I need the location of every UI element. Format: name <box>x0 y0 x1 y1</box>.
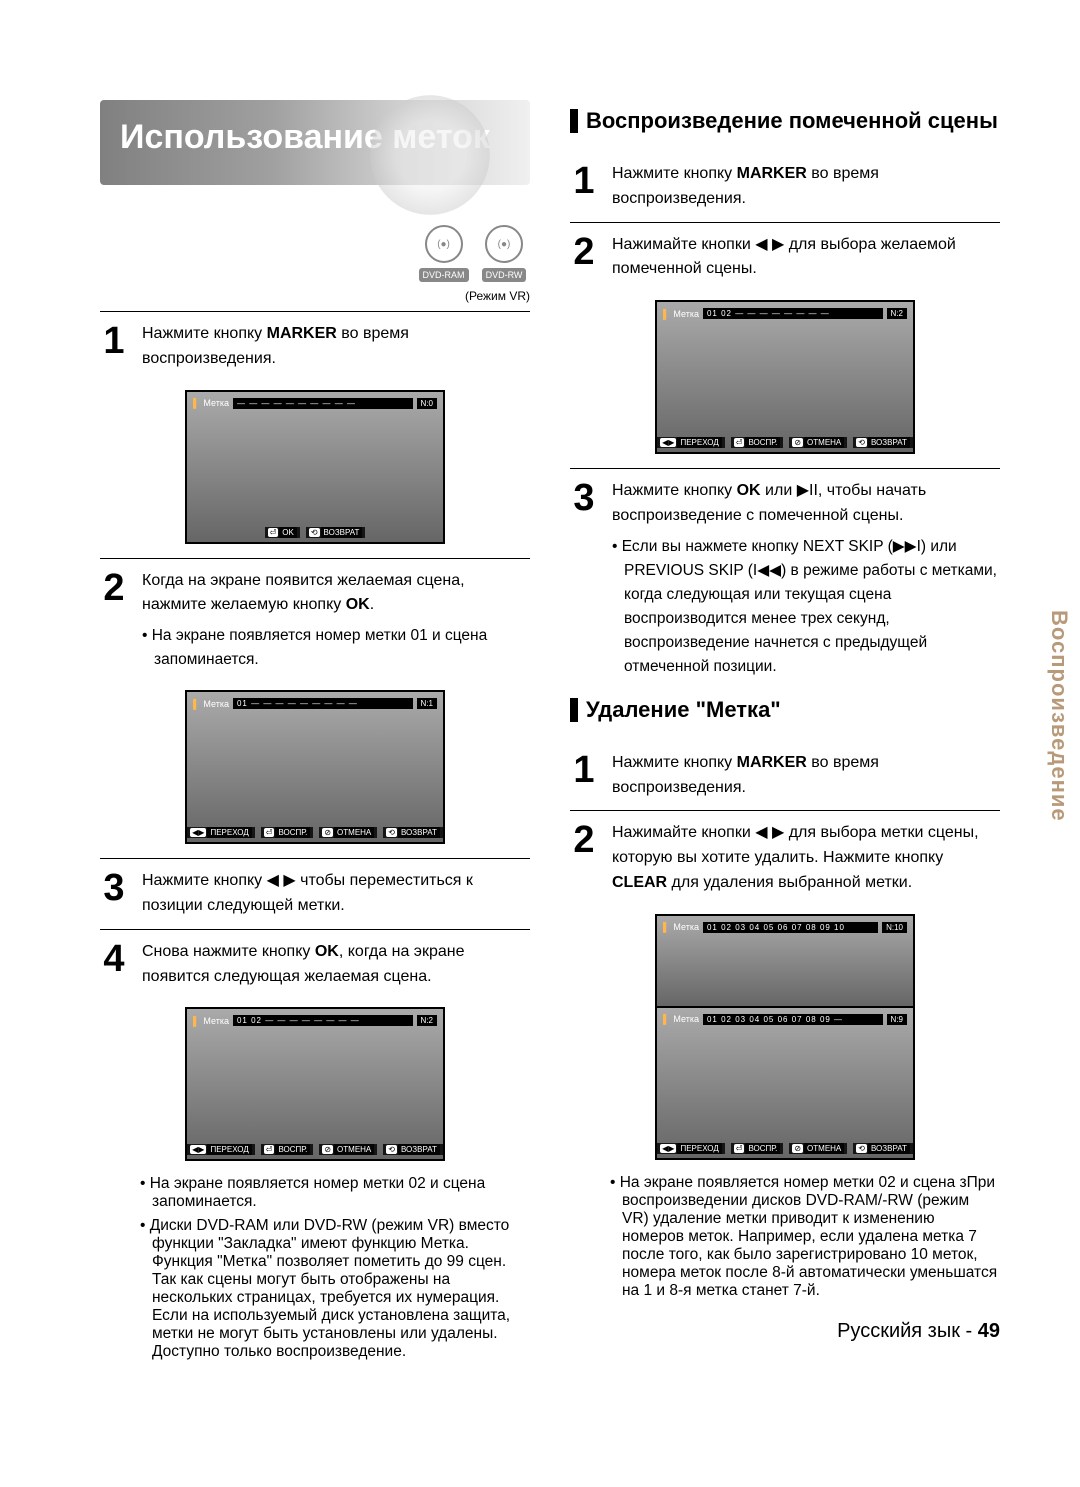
marker-count: N:2 <box>417 1015 437 1026</box>
marker-count: N:10 <box>882 922 907 933</box>
marker-label: Метка <box>203 398 229 408</box>
section-heading-delete: Удаление "Метка" <box>570 697 1000 723</box>
step-number: 1 <box>100 322 128 372</box>
flag-icon: ▌ <box>193 1016 199 1026</box>
osd-bottom: ◀▶ПЕРЕХОД ⏎ВОСПР. ⊘ОТМЕНА ⟲ВОЗВРАТ <box>657 437 913 448</box>
r2-step-2: 2 Нажимайте кнопки ◀ ▶ для выбора метки … <box>570 810 1000 905</box>
title-banner: Использование меток <box>100 100 530 185</box>
screenshot-2: ▌ Метка 01 — — — — — — — — — N:1 ◀▶ПЕРЕХ… <box>185 690 445 844</box>
marker-label: Метка <box>673 922 699 932</box>
right-column: Воспроизведение помеченной сцены 1 Нажми… <box>570 100 1000 1361</box>
marker-slots: 01 02 — — — — — — — — <box>703 308 883 319</box>
step-bullet: Диски DVD-RAM или DVD-RW (режим VR) вмес… <box>140 1217 530 1361</box>
step-text: Нажимайте кнопки ◀ ▶ для выбора желаемой… <box>612 233 1000 283</box>
section-heading-play: Воспроизведение помеченной сцены <box>570 108 1000 134</box>
marker-count: N:9 <box>887 1014 907 1025</box>
left-step-2: 2 Когда на экране появится желаемая сцен… <box>100 558 530 683</box>
marker-slots: 01 — — — — — — — — — <box>233 698 413 709</box>
marker-label: Метка <box>203 699 229 709</box>
step-text: Нажмите кнопку MARKER во время воспроизв… <box>612 162 1000 212</box>
step-number: 1 <box>570 162 598 212</box>
step-text: Нажмите кнопку ◀ ▶ чтобы переместиться к… <box>142 869 530 919</box>
marker-label: Метка <box>673 309 699 319</box>
step-html: Нажмите кнопку OK или ▶II, чтобы начать … <box>612 482 926 524</box>
marker-count: N:0 <box>417 398 437 409</box>
step-number: 2 <box>570 821 598 895</box>
r1-step-3: 3 Нажмите кнопку OK или ▶II, чтобы начат… <box>570 468 1000 689</box>
osd-bottom: ◀▶ПЕРЕХОД ⏎ВОСПР. ⊘ОТМЕНА ⟲ВОЗВРАТ <box>187 827 443 838</box>
osd-bottom: ◀▶ПЕРЕХОД ⏎ВОСПР. ⊘ОТМЕНА ⟲ВОЗВРАТ <box>657 1143 913 1154</box>
step-html: Нажимайте кнопки ◀ ▶ для выбора метки сц… <box>612 824 979 891</box>
left-step-4: 4 Снова нажмите кнопку OK, когда на экра… <box>100 929 530 1000</box>
step-text: Нажимайте кнопки ◀ ▶ для выбора метки сц… <box>612 821 1000 895</box>
marker-slots: 01 02 03 04 05 06 07 08 09 10 <box>703 922 878 933</box>
step-text: Снова нажмите кнопку OK, когда на экране… <box>142 940 530 990</box>
marker-slots: 01 02 — — — — — — — — <box>233 1015 413 1026</box>
osd-bottom: ◀▶ПЕРЕХОД ⏎ВОСПР. ⊘ОТМЕНА ⟲ВОЗВРАТ <box>187 1144 443 1155</box>
step-text: Нажмите кнопку MARKER во время воспроизв… <box>142 322 530 372</box>
left-column: Использование меток (●) DVD-RAM (●) DVD-… <box>100 100 530 1361</box>
flag-icon: ▌ <box>663 922 669 932</box>
marker-count: N:2 <box>887 308 907 319</box>
left-step-3: 3 Нажмите кнопку ◀ ▶ чтобы переместиться… <box>100 858 530 929</box>
flag-icon: ▌ <box>193 398 199 408</box>
marker-label: Метка <box>673 1014 699 1024</box>
marker-slots: 01 02 03 04 05 06 07 08 09 — <box>703 1014 883 1025</box>
disc-label: DVD-RAM <box>419 268 469 282</box>
disc-icon-dvdram: (●) DVD-RAM <box>418 225 470 283</box>
disc-label: DVD-RW <box>482 268 527 282</box>
screenshot-3: ▌ Метка 01 02 — — — — — — — — N:2 ◀▶ПЕРЕ… <box>185 1007 445 1161</box>
flag-icon: ▌ <box>663 1014 669 1024</box>
step-bullet: На экране появляется номер метки 02 и сц… <box>140 1175 530 1211</box>
osd-bottom: ⏎OK ⟲ВОЗВРАТ <box>187 527 443 538</box>
side-tab: Воспроизведение <box>1038 600 1080 832</box>
screenshot-r2b: ▌ Метка 01 02 03 04 05 06 07 08 09 — N:9… <box>655 1006 915 1160</box>
step-bullet: На экране появляется номер метки 01 и сц… <box>142 624 530 672</box>
title-text: Использование меток <box>120 118 490 156</box>
step-number: 4 <box>100 940 128 990</box>
marker-count: N:1 <box>417 698 437 709</box>
step-number: 3 <box>100 869 128 919</box>
screenshot-r2a: ▌ Метка 01 02 03 04 05 06 07 08 09 10 N:… <box>655 914 915 1006</box>
r1-step-2: 2 Нажимайте кнопки ◀ ▶ для выбора желаем… <box>570 222 1000 293</box>
r2-step-1: 1 Нажмите кнопку MARKER во время воспрои… <box>570 741 1000 811</box>
flag-icon: ▌ <box>663 309 669 319</box>
step-number: 2 <box>100 569 128 673</box>
marker-label: Метка <box>203 1016 229 1026</box>
mode-caption: (Режим VR) <box>100 289 530 303</box>
step-number: 3 <box>570 479 598 679</box>
step-text: Когда на экране появится желаемая сцена,… <box>142 569 530 673</box>
left-step-1: 1 Нажмите кнопку MARKER во время воспрои… <box>100 311 530 382</box>
step-number: 1 <box>570 751 598 801</box>
flag-icon: ▌ <box>193 699 199 709</box>
page-footer: Русскийя зык - 49 <box>570 1320 1000 1343</box>
screenshot-1: ▌ Метка — — — — — — — — — — N:0 ⏎OK ⟲ВОЗ… <box>185 390 445 544</box>
step-bullet: Если вы нажмете кнопку NEXT SKIP (▶▶I) и… <box>612 535 1000 679</box>
language-label: Русскийя зык <box>837 1320 960 1342</box>
step-text: Нажмите кнопку MARKER во время воспроизв… <box>612 751 1000 801</box>
disc-icon-dvdrw: (●) DVD-RW <box>478 225 530 283</box>
r1-step-1: 1 Нажмите кнопку MARKER во время воспрои… <box>570 152 1000 222</box>
screenshot-r1: ▌ Метка 01 02 — — — — — — — — N:2 ◀▶ПЕРЕ… <box>655 300 915 454</box>
disc-glyph: (●) <box>485 225 523 263</box>
step-text: Нажмите кнопку OK или ▶II, чтобы начать … <box>612 479 1000 679</box>
disc-glyph: (●) <box>425 225 463 263</box>
disc-icons-row: (●) DVD-RAM (●) DVD-RW <box>100 225 530 283</box>
step-number: 2 <box>570 233 598 283</box>
page-number: 49 <box>978 1320 1000 1342</box>
step-bullet: На экране появляется номер метки 02 и сц… <box>610 1174 1000 1300</box>
marker-slots: — — — — — — — — — — <box>233 398 413 409</box>
